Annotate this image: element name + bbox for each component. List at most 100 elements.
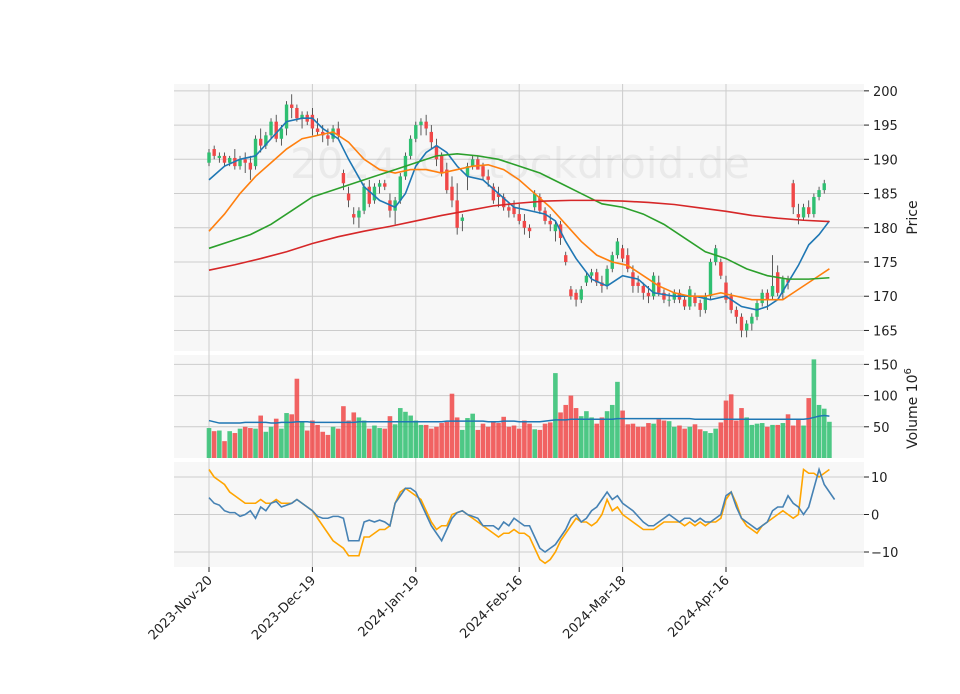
volume-bar bbox=[516, 428, 522, 458]
candle-body bbox=[481, 166, 485, 177]
candle-body bbox=[760, 292, 764, 304]
price-tick-label: 185 bbox=[873, 188, 898, 203]
volume-axis-label: Volume 106 bbox=[903, 368, 921, 449]
volume-bar bbox=[485, 426, 491, 458]
volume-bar bbox=[263, 431, 269, 458]
volume-bar bbox=[723, 400, 729, 458]
candle-body bbox=[398, 176, 402, 201]
volume-bar bbox=[522, 420, 527, 458]
candle-body bbox=[553, 224, 558, 232]
candle-body bbox=[574, 292, 578, 300]
price-tick-label: 175 bbox=[873, 256, 898, 271]
candle-body bbox=[445, 169, 449, 191]
candle-body bbox=[414, 125, 418, 139]
candle-body bbox=[264, 135, 268, 146]
price-layer bbox=[207, 94, 831, 338]
candle-body bbox=[207, 152, 211, 163]
candle-body bbox=[331, 128, 335, 139]
volume-bar bbox=[759, 423, 765, 458]
price-tick-label: 190 bbox=[873, 153, 898, 168]
volume-bar bbox=[589, 417, 594, 458]
candle-body bbox=[719, 262, 723, 276]
volume-bar bbox=[625, 424, 631, 458]
candle-body bbox=[631, 272, 635, 286]
volume-bar bbox=[460, 429, 465, 458]
volume-bar bbox=[232, 433, 238, 458]
volume-bar bbox=[785, 414, 791, 458]
volume-bar bbox=[279, 428, 284, 458]
x-tick-label: 2023-Nov-20 bbox=[146, 573, 216, 643]
volume-bar bbox=[258, 415, 263, 458]
volume-bar bbox=[765, 426, 770, 458]
candle-body bbox=[419, 121, 423, 126]
volume-bar bbox=[248, 428, 253, 458]
volume-bar bbox=[615, 381, 620, 458]
volume-ma-line bbox=[208, 414, 830, 424]
volume-bar bbox=[294, 378, 300, 458]
volume-bar bbox=[537, 429, 543, 458]
moving-average-line bbox=[208, 117, 831, 311]
candle-body bbox=[227, 157, 232, 163]
candle-body bbox=[222, 155, 227, 163]
x-tick-label: 2024-Jan-19 bbox=[356, 573, 423, 640]
candle-body bbox=[243, 159, 247, 163]
volume-bar bbox=[599, 417, 605, 458]
volume-bar bbox=[356, 417, 362, 458]
volume-bar bbox=[211, 431, 217, 458]
volume-bar bbox=[237, 428, 243, 458]
price-tick-label: 170 bbox=[873, 290, 898, 305]
volume-bar bbox=[801, 425, 806, 458]
candle-body bbox=[326, 135, 330, 139]
volume-bar bbox=[827, 421, 832, 458]
volume-bar bbox=[253, 428, 258, 458]
candle-body bbox=[708, 262, 713, 297]
volume-bar bbox=[289, 414, 295, 458]
candle-body bbox=[527, 227, 532, 232]
volume-bar bbox=[640, 426, 646, 458]
volume-bar bbox=[542, 423, 548, 458]
macd-tick-label: 10 bbox=[871, 471, 888, 486]
candle-body bbox=[812, 196, 816, 215]
candle-body bbox=[822, 183, 826, 191]
volume-bar bbox=[217, 430, 222, 458]
volume-bar bbox=[335, 428, 341, 458]
candle-body bbox=[253, 138, 258, 167]
candle-body bbox=[439, 155, 444, 173]
volume-bar bbox=[620, 410, 625, 458]
candle-body bbox=[791, 183, 795, 208]
candle-body bbox=[734, 309, 739, 317]
volume-bar bbox=[325, 434, 331, 458]
candle-body bbox=[507, 207, 511, 211]
volume-bar bbox=[646, 423, 651, 458]
price-tick-label: 200 bbox=[873, 85, 898, 100]
volume-bar bbox=[377, 428, 382, 458]
candle-body bbox=[248, 162, 253, 170]
volume-bar bbox=[511, 425, 517, 458]
candle-body bbox=[512, 207, 516, 215]
volume-bar bbox=[775, 424, 780, 458]
candle-body bbox=[295, 107, 299, 119]
candle-body bbox=[595, 272, 599, 283]
candle-body bbox=[501, 196, 506, 208]
volume-bar bbox=[568, 395, 574, 458]
volume-bar bbox=[682, 428, 687, 458]
volume-bar bbox=[346, 420, 351, 458]
candle-body bbox=[682, 299, 687, 307]
candle-body bbox=[522, 220, 527, 228]
macd-layer bbox=[208, 466, 836, 565]
candle-body bbox=[662, 292, 666, 300]
candle-body bbox=[269, 121, 273, 136]
volume-bar bbox=[692, 424, 698, 458]
price-axis-label: Price bbox=[905, 200, 921, 234]
candle-body bbox=[455, 200, 459, 228]
candle-body bbox=[352, 214, 356, 218]
volume-bar bbox=[413, 420, 419, 458]
volume-bar bbox=[697, 429, 703, 458]
candle-body bbox=[584, 275, 589, 283]
volume-bar bbox=[558, 412, 563, 458]
candle-body bbox=[776, 272, 780, 293]
candle-body bbox=[589, 272, 594, 276]
volume-bar bbox=[480, 423, 486, 458]
candle-body bbox=[641, 285, 645, 293]
candle-body bbox=[367, 186, 371, 204]
